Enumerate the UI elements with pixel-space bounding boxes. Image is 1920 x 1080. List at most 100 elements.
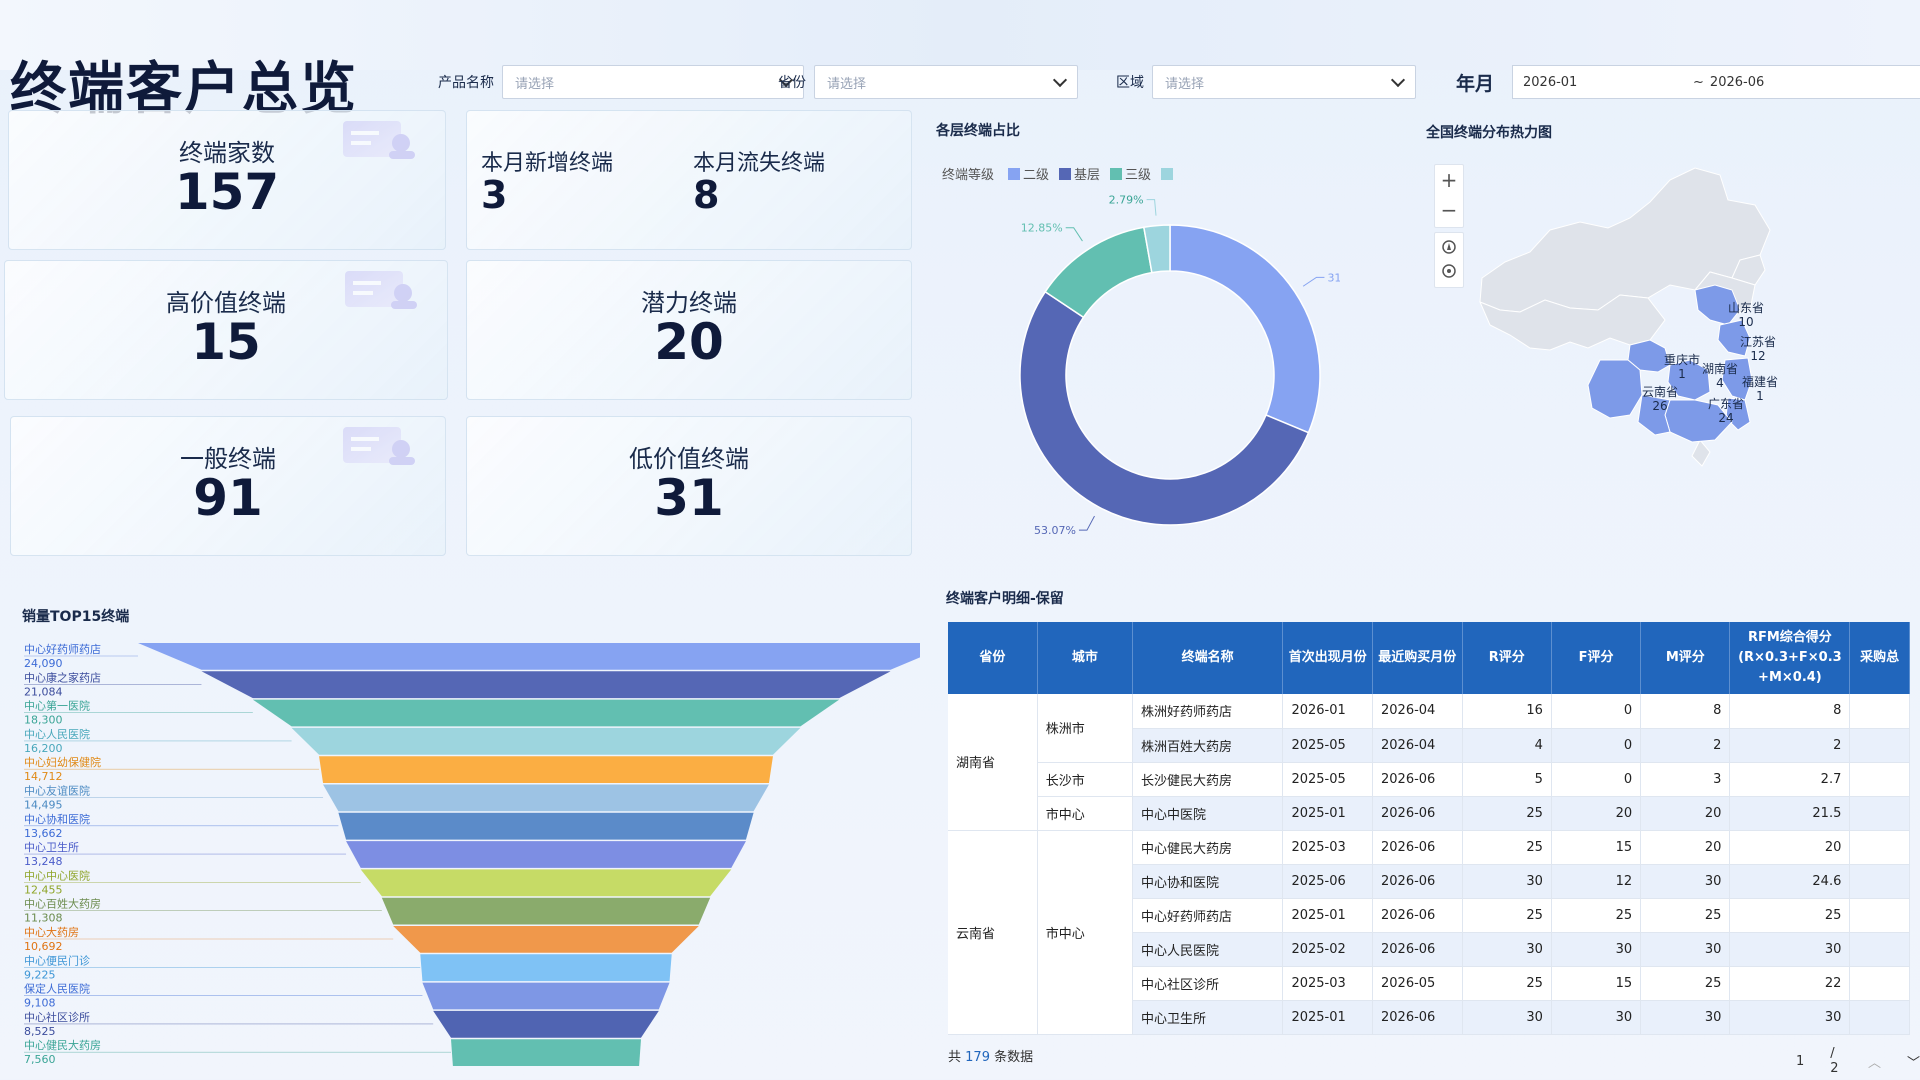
cell-last: 2026-06	[1372, 864, 1463, 899]
funnel-bar[interactable]	[433, 1010, 659, 1038]
funnel-bar[interactable]	[360, 869, 732, 897]
cell-city: 株洲市	[1037, 694, 1133, 763]
header-background	[0, 0, 1920, 70]
legend-swatch	[1110, 167, 1123, 180]
funnel-bar[interactable]	[138, 643, 920, 670]
cell-name: 中心中医院	[1132, 796, 1284, 831]
col-header[interactable]: 采购总	[1849, 622, 1910, 694]
legend-item[interactable]: 三级	[1125, 168, 1152, 183]
region-filter: 区域 请选择	[1116, 64, 1416, 100]
kpi-new-value: 3	[481, 173, 508, 217]
col-header[interactable]: M评分	[1640, 622, 1731, 694]
funnel-bar[interactable]	[451, 1039, 641, 1066]
legend-item[interactable]: 二级	[1023, 168, 1050, 183]
table-row[interactable]: 云南省 市中心 中心健民大药房 2025-03 2026-06 25 15 20 20	[948, 830, 1910, 1035]
cell-purchase	[1849, 864, 1910, 899]
funnel-bar[interactable]	[319, 756, 773, 783]
col-header[interactable]: 最近购买月份	[1372, 622, 1463, 694]
col-header[interactable]: 省份	[948, 622, 1038, 694]
kpi-card-total: 终端家数 157	[8, 110, 446, 250]
table-row[interactable]: 湖南省 株洲市 株洲好药师药店 2026-01 2026-04 16 0 8 8	[948, 694, 1910, 831]
table-row[interactable]: 市中心 中心中医院 2025-01 2026-06 25 20 20 21.5	[948, 796, 1910, 831]
region-select[interactable]: 请选择	[1152, 65, 1416, 99]
legend-swatch	[1161, 167, 1174, 180]
cell-last: 2026-04	[1372, 728, 1463, 763]
cell-m: 2	[1640, 728, 1731, 763]
funnel-bar[interactable]	[291, 727, 801, 755]
reset-icon[interactable]	[1442, 264, 1456, 278]
kpi-card-general: 一般终端 91	[10, 416, 446, 556]
col-header[interactable]: 城市	[1037, 622, 1133, 694]
col-header[interactable]: F评分	[1551, 622, 1642, 694]
province-select[interactable]: 请选择	[814, 65, 1078, 99]
funnel-value-label: 9,108	[24, 997, 56, 1010]
cell-first: 2025-02	[1282, 932, 1373, 967]
funnel-bar[interactable]	[420, 954, 672, 982]
product-select[interactable]: 请选择	[502, 65, 804, 99]
funnel-chart: 中心好药师药店24,090中心康之家药店21,084中心第一医院18,300中心…	[24, 642, 920, 1066]
legend-item[interactable]: 基层	[1074, 168, 1101, 183]
donut-slice[interactable]	[1019, 290, 1310, 526]
funnel-bar[interactable]	[201, 671, 891, 699]
map-label-value: 1	[1756, 389, 1764, 403]
table-row[interactable]: 长沙市 长沙健民大药房 2025-05 2026-06 5 0 3 2.7	[948, 762, 1910, 797]
month-start[interactable]: 2026-01	[1523, 74, 1578, 90]
donut-slice[interactable]	[1142, 224, 1171, 274]
funnel-bar[interactable]	[323, 784, 769, 812]
table-row[interactable]: 中心卫生所 2025-01 2026-06 30 30 30 30	[948, 1000, 1910, 1035]
cell-last: 2026-05	[1372, 966, 1463, 1001]
product-select-placeholder: 请选择	[515, 76, 555, 92]
cell-f: 12	[1551, 864, 1642, 899]
month-range-picker[interactable]: 2026-01 ~ 2026-06	[1512, 65, 1920, 99]
map-label-name: 湖南省	[1702, 361, 1738, 376]
funnel-bar[interactable]	[393, 926, 699, 953]
kpi-general-value: 91	[193, 469, 263, 527]
kpi-card-new-lost: 本月新增终端 3 本月流失终端 8	[466, 110, 912, 250]
cell-r: 30	[1462, 932, 1552, 967]
funnel-bar[interactable]	[252, 699, 840, 727]
table-row[interactable]: 株洲百姓大药房 2025-05 2026-04 4 0 2 2	[948, 728, 1910, 763]
chevron-up-icon[interactable]: ︿	[1867, 1055, 1881, 1071]
chevron-down-icon[interactable]: ﹀	[1906, 1055, 1920, 1071]
table-row[interactable]: 中心社区诊所 2025-03 2026-05 25 15 25 22	[948, 966, 1910, 1001]
table-row[interactable]: 中心协和医院 2025-06 2026-06 30 12 30 24.6	[948, 864, 1910, 899]
kpi-lost-value: 8	[693, 173, 720, 217]
cell-m: 3	[1640, 762, 1731, 797]
compass-icon[interactable]	[1442, 240, 1456, 254]
region-filter-label: 区域	[1116, 75, 1144, 91]
table-viewport[interactable]: 省份 城市 终端名称 首次出现月份 最近购买月份 R评分 F评分 M评分 RFM…	[948, 622, 1910, 1040]
cell-r: 25	[1462, 898, 1552, 933]
donut-slice[interactable]	[1169, 224, 1321, 434]
table-row[interactable]: 中心人民医院 2025-02 2026-06 30 30 30 30	[948, 932, 1910, 967]
map-tool-controls	[1434, 232, 1464, 288]
province-filter-label: 省份	[778, 75, 806, 91]
cell-r: 25	[1462, 830, 1552, 865]
col-header[interactable]: RFM综合得分 (R×0.3+F×0.3 +M×0.4)	[1729, 622, 1851, 694]
funnel-bar[interactable]	[346, 841, 746, 868]
funnel-bar[interactable]	[338, 812, 754, 840]
funnel-bar[interactable]	[381, 897, 711, 925]
table-row[interactable]: 中心好药师药店 2025-01 2026-06 25 25 25 25	[948, 898, 1910, 933]
pagination: 1 / 2 ︿ ﹀	[1796, 1046, 1920, 1076]
zoom-in-button[interactable]: +	[1440, 168, 1458, 192]
cell-f: 30	[1551, 932, 1642, 967]
map-label-value: 4	[1716, 376, 1724, 390]
funnel-bar[interactable]	[422, 982, 670, 1010]
cell-last: 2026-06	[1372, 1000, 1463, 1035]
col-header[interactable]: 终端名称	[1132, 622, 1284, 694]
zoom-out-button[interactable]: −	[1440, 198, 1458, 222]
kpi-lost-label: 本月流失终端	[693, 151, 826, 176]
product-filter-label: 产品名称	[438, 75, 494, 91]
map-label-value: 1	[1678, 367, 1686, 381]
table-title: 终端客户明细-保留	[946, 591, 1064, 607]
cell-f: 20	[1551, 796, 1642, 831]
page-current[interactable]: 1	[1796, 1053, 1805, 1069]
footer-suffix: 条数据	[994, 1050, 1034, 1065]
funnel-category-label: 中心卫生所	[24, 840, 79, 854]
col-header[interactable]: R评分	[1462, 622, 1552, 694]
cell-m: 20	[1640, 830, 1731, 865]
month-end[interactable]: 2026-06	[1709, 74, 1765, 90]
col-header[interactable]: 首次出现月份	[1282, 622, 1373, 694]
cell-first: 2025-03	[1282, 830, 1373, 865]
cell-m: 30	[1640, 1000, 1731, 1035]
